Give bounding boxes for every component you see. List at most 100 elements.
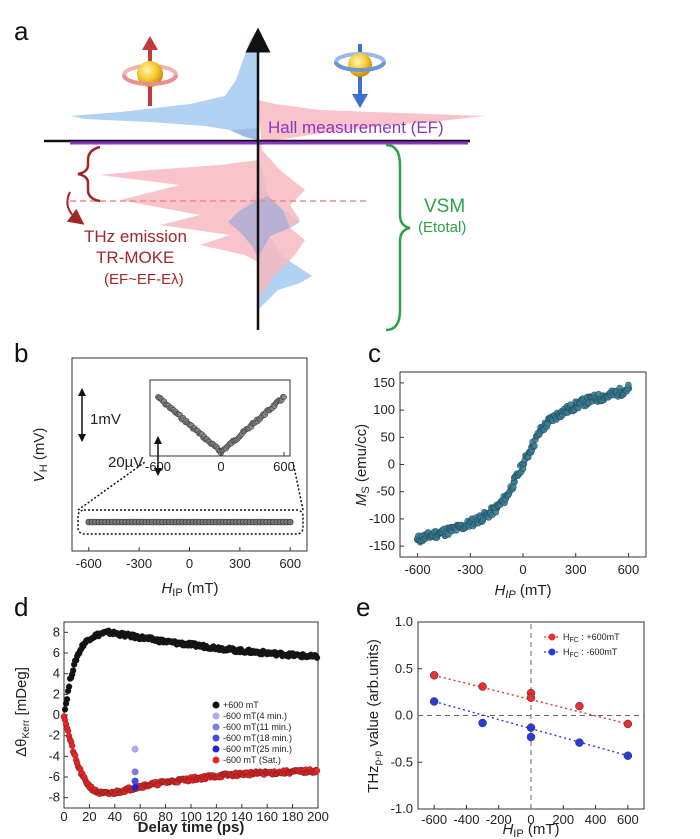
d-x-tick-label: 40 (108, 809, 122, 824)
d-y-tick-label: -6 (48, 769, 60, 784)
c-data-point (492, 508, 500, 516)
d-ticks: 0 20 40 60 80 100 120 140 160 180 200 -8 -6 -4 -2 0 2 4 6 8 (48, 624, 328, 824)
c-y-tick-label: -100 (369, 511, 395, 526)
e-legend-label: HFC : -600mT (563, 647, 618, 659)
d-x-tick-label: 140 (231, 809, 253, 824)
d-y-tick-label: 0 (53, 707, 60, 722)
d-x-tick-label: 120 (206, 809, 228, 824)
b-inset-tick-label: 600 (273, 459, 295, 474)
c-data-point (510, 483, 517, 491)
d-trace-point (69, 667, 77, 674)
d-y-tick-label: 2 (53, 686, 60, 701)
d-x-tick-label: 0 (60, 809, 67, 824)
c-y-axis-label: MS (emu/cc) (353, 424, 372, 506)
e-legend-label-sub: FC (570, 637, 579, 644)
e-x-tick-label: 200 (552, 812, 574, 827)
trmoke-label: TR-MOKE (96, 248, 174, 267)
e-data-point (526, 732, 536, 742)
e-x-tick-label: 600 (617, 812, 639, 827)
d-trace-point (68, 742, 76, 749)
b-x-ticks: -600 -300 0 300 600 (76, 547, 301, 571)
b-x-tick-label: 600 (279, 556, 301, 571)
e-x-tick-label: -200 (486, 812, 512, 827)
e-legend-label-main: H (563, 647, 570, 657)
e-y-tick-label: 0.5 (395, 661, 413, 676)
d-y-tick-label: 4 (53, 666, 60, 681)
e-x-tick-label: 0 (527, 812, 534, 827)
d-legend-marker (212, 701, 220, 709)
c-y-tick-label: 150 (373, 375, 395, 390)
d-legend-label: +600 mT (223, 700, 259, 710)
b-x-tick-label: 0 (186, 556, 193, 571)
b-inset-scalebar (154, 436, 162, 476)
d-y-tick-label: 8 (53, 624, 60, 639)
d-trace-point (61, 706, 69, 713)
e-data-point (526, 693, 536, 702)
e-legend-marker (548, 648, 556, 656)
c-x-tick-label: 0 (519, 562, 526, 577)
thz-label: THz emission (84, 227, 187, 246)
e-x-axis-label: HIP (mT) (502, 821, 559, 839)
b-inset-frame (149, 379, 291, 457)
e-legend-label-rest: : -600mT (579, 647, 618, 657)
d-x-tick-label: 200 (307, 809, 329, 824)
d-trace-point (313, 767, 321, 774)
c-x-tick-label: -300 (457, 562, 483, 577)
d-y-tick-label: -4 (48, 748, 60, 763)
e-data-point (575, 738, 584, 747)
b-inset-point (281, 394, 287, 400)
d-trace-point (64, 727, 72, 734)
d-legend-label: -600 mT (Sat.) (223, 755, 281, 765)
e-fit-line (433, 674, 629, 725)
b-inset-series (155, 394, 287, 457)
d-trace-point (65, 683, 73, 690)
d-y-tick-label: 6 (53, 645, 60, 660)
d-y-tick-label: -2 (48, 728, 60, 743)
d-legend-label: -600 mT(18 min.) (223, 733, 292, 743)
b-y-axis-label: VH (mV) (31, 428, 50, 483)
e-y-tick-label: 1.0 (395, 614, 413, 629)
b-x-tick-label: -300 (126, 556, 152, 571)
thz-arrow (66, 191, 85, 225)
panel-label-c: c (368, 338, 381, 368)
d-snapshot-point (131, 783, 139, 791)
e-legend-label: HFC : +600mT (563, 632, 620, 644)
b-x-tick-label: 300 (229, 556, 251, 571)
e-data-point (623, 751, 633, 760)
d-x-axis-label: Delay time (ps) (138, 819, 245, 836)
d-legend-label: -600 mT(4 min.) (223, 711, 287, 721)
c-data-point (531, 442, 538, 450)
e-y-tick-label: -0.5 (391, 754, 413, 769)
vsm-brace (385, 143, 411, 332)
e-data-point (575, 701, 584, 711)
thz-brace (77, 145, 101, 203)
thz-range-label: (EF~EF-Eλ) (104, 271, 184, 288)
e-series (429, 671, 633, 760)
d-snapshot-point (131, 745, 139, 753)
d-x-tick-label: 180 (282, 809, 304, 824)
b-zoom-line-left (77, 461, 146, 511)
c-y-tick-label: -50 (376, 484, 395, 499)
b-zoom-box (77, 509, 304, 535)
b-x-tick-label: -600 (76, 556, 102, 571)
c-y-tick-label: 0 (388, 457, 395, 472)
vsm-label: VSM (424, 196, 465, 217)
c-y-tick-label: 50 (381, 429, 395, 444)
c-y-tick-label: -150 (369, 538, 395, 553)
b-data-point (286, 518, 294, 526)
hall-label: Hall measurement (EF) (268, 118, 444, 137)
c-x-tick-label: 300 (565, 562, 587, 577)
dos-overlap (228, 128, 290, 258)
d-legend-marker (212, 734, 220, 742)
d-legend-marker (212, 756, 220, 764)
d-snapshot-point (131, 777, 139, 785)
c-x-axis-label: HIP (mT) (494, 582, 551, 601)
vsm-sub-label: (Etotal) (418, 219, 466, 236)
panel-label-d: d (14, 592, 28, 622)
d-legend-marker (212, 723, 220, 731)
d-legend-label: -600 mT(11 min.) (223, 722, 291, 732)
e-data-point (478, 682, 487, 691)
panel-label-e: e (356, 592, 370, 622)
spin-down-icon (334, 44, 386, 108)
